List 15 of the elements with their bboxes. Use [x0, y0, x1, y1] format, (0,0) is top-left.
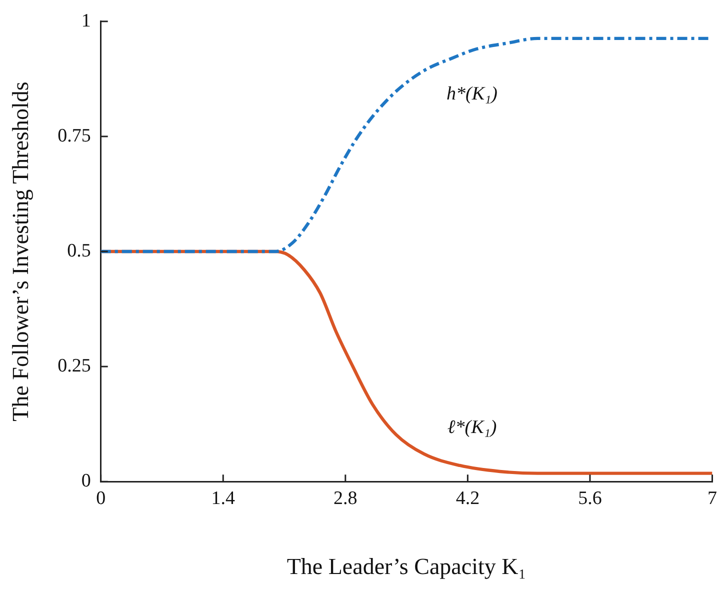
y-tick-label: 1	[81, 10, 91, 32]
y-axis-title: The Follower’s Investing Thresholds	[8, 82, 33, 422]
x-tick-label: 4.2	[456, 488, 480, 509]
y-tick-label: 0.25	[58, 356, 91, 377]
y-tick-label: 0.5	[67, 240, 91, 262]
x-tick-label: 7	[708, 488, 717, 509]
x-tick-label: 5.6	[578, 488, 602, 509]
y-tick-label: 0.75	[58, 125, 91, 146]
x-tick-label: 2.8	[334, 488, 358, 509]
x-axis-title: The Leader’s Capacity K₁	[286, 554, 526, 580]
y-tick-label: 0	[81, 470, 91, 492]
series-label: h*(K₁)	[446, 84, 498, 105]
x-tick-label: 0	[96, 488, 106, 509]
x-tick-label: 1.4	[211, 488, 236, 509]
series-label: ℓ*(K₁)	[447, 416, 497, 438]
